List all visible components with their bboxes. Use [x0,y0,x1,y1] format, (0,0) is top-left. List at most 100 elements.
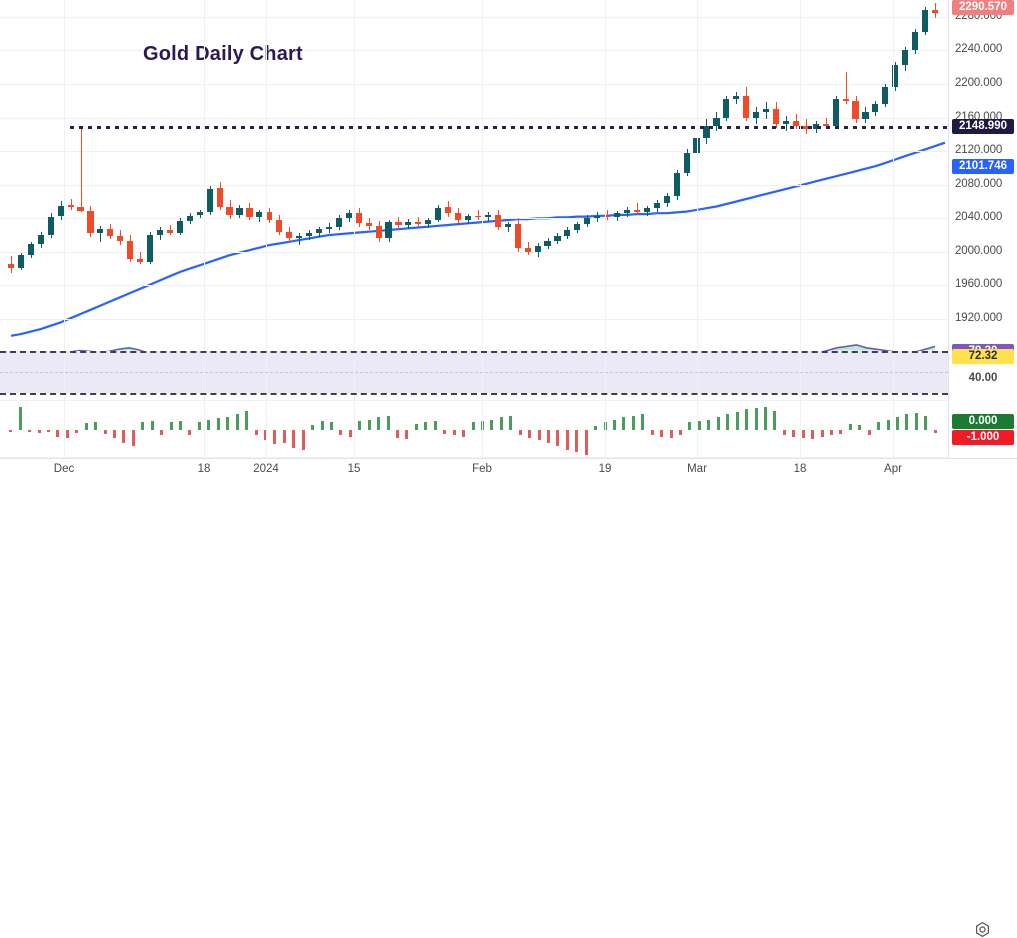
time-axis[interactable]: Dec 18 2024 15 Feb 19 Mar 18 Apr [0,458,1017,937]
candle-body [425,219,432,225]
candle-body [375,225,382,239]
gridline-horizontal [0,185,948,186]
histogram-bar [131,430,135,446]
histogram-bar [896,417,900,430]
candle-body [345,213,352,219]
histogram-bar [207,419,211,430]
histogram-bar [414,423,418,430]
candle-body [107,229,114,236]
histogram-bar [65,430,69,438]
gridline-horizontal [0,84,948,85]
candle-body [713,117,720,126]
histogram-bar [660,430,664,437]
histogram-bar [773,410,777,430]
histogram-bar [933,430,937,433]
gridline-horizontal [0,285,948,286]
histogram-bar [9,430,13,432]
histogram-bar [679,430,683,436]
resistance-line[interactable] [70,125,948,129]
price-axis-tick: 2120.000 [955,144,1003,157]
candle-body [156,230,164,236]
gridline-vertical [204,0,205,340]
gridline-vertical [266,0,267,340]
histogram-bar [424,422,428,430]
histogram-bar [735,411,739,430]
candle-body [504,224,511,227]
osc-signal-badge[interactable]: 72.32 [952,348,1014,364]
gridline-vertical [605,0,606,340]
candle-wick [299,233,300,246]
candle-body [464,215,472,220]
candle-body [524,248,531,252]
oscillator-mid-band [0,371,948,373]
histogram-pane[interactable] [0,400,948,458]
gridline-vertical [266,340,267,400]
candle-body [733,95,740,100]
time-axis-tick: Mar [687,463,707,475]
histogram-bar [329,422,333,430]
hist-zero-badge[interactable]: 0.000 [952,414,1014,429]
histogram-bar [584,430,588,455]
candle-body [216,188,223,207]
gridline-horizontal [0,457,948,458]
candle-body [435,208,442,220]
candle-body [286,231,293,239]
gridline-vertical [64,340,65,400]
gear-settings-icon[interactable] [974,921,991,938]
histogram-bar [462,430,466,437]
resistance-price-badge[interactable]: 2148.990 [952,119,1014,135]
histogram-bar [56,430,60,437]
moving-average-badge[interactable]: 2101.746 [952,158,1014,174]
histogram-bar [226,417,230,430]
histogram-bar [726,414,730,430]
histogram-bar [405,430,409,440]
candle-body [772,109,780,125]
histogram-bar [37,430,41,433]
last-price-badge[interactable]: 2290.570 [952,0,1014,16]
candle-body [604,215,611,218]
histogram-bar [254,430,258,436]
histogram-bar [877,422,881,430]
oscillator-pane[interactable] [0,340,948,400]
candle-body [296,235,303,239]
price-axis-tick: 1960.000 [955,278,1003,291]
candle-body [703,125,710,138]
price-axis[interactable]: 2280.000 2240.000 2200.000 2160.000 2120.000… [948,0,1017,458]
histogram-bar [358,420,362,430]
candle-body [584,218,591,225]
histogram-bar [669,430,673,438]
osc-level-label[interactable]: 40.00 [968,372,998,385]
histogram-bar [169,422,173,430]
histogram-bar [499,417,503,430]
gridline-vertical [204,340,205,400]
candle-body [405,221,412,225]
candle-body [77,206,84,211]
histogram-bar [377,417,381,430]
candle-body [753,112,760,118]
candle-body [792,120,799,126]
candle-body [653,203,660,209]
histogram-bar [707,419,711,430]
histogram-bar [697,420,701,430]
histogram-bar [575,430,579,453]
gridline-horizontal [0,319,948,320]
price-pane[interactable]: Gold Daily Chart [0,0,948,340]
hist-low-badge[interactable]: -1.000 [952,430,1014,445]
candle-body [534,245,541,252]
candle-body [872,104,879,113]
histogram-bar [858,424,862,430]
histogram-bar [452,430,456,436]
time-axis-tick: 18 [197,463,211,475]
histogram-bar [216,418,220,430]
histogram-bar [320,420,324,430]
histogram-bar [905,414,909,430]
histogram-bar [528,430,532,438]
candle-body [355,213,362,224]
candle-body [862,112,869,120]
candle-body [892,65,899,88]
histogram-bar [245,410,249,430]
histogram-bar [518,430,522,436]
candle-body [117,235,124,241]
gridline-vertical [354,340,355,400]
price-axis-tick: 2240.000 [955,43,1003,56]
